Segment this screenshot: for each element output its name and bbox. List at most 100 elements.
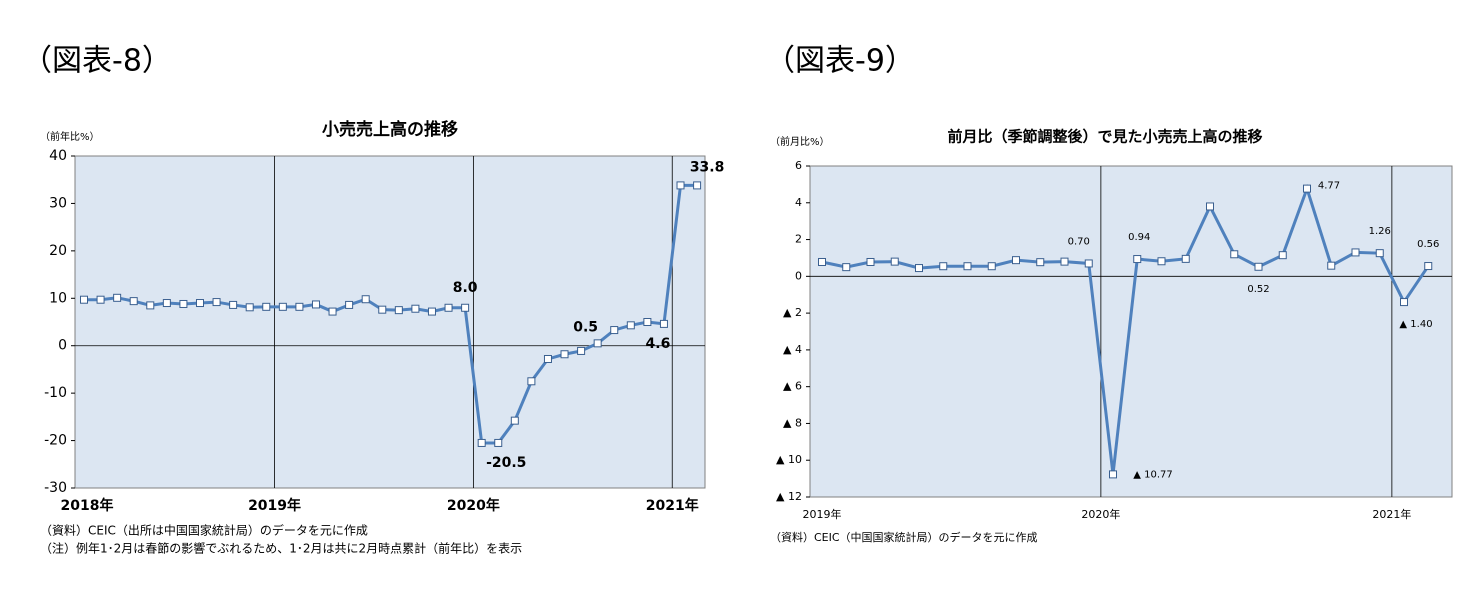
y-tick-label: 20 — [49, 243, 67, 259]
data-label: 33.8 — [690, 159, 725, 175]
point-marker — [179, 299, 188, 308]
x-tick-label: 2020年 — [447, 497, 500, 514]
point-marker — [1400, 298, 1408, 307]
point-marker — [1351, 248, 1360, 257]
point-marker — [866, 257, 875, 266]
x-tick-label: 2020年 — [1081, 507, 1120, 521]
point-marker — [311, 300, 320, 309]
point-marker — [245, 303, 254, 312]
point-marker — [1424, 262, 1433, 271]
note: （資料）CEIC（出所は中国国家統計局）のデータを元に作成 — [40, 523, 368, 538]
point-marker — [1278, 251, 1287, 260]
y-tick-label: ▲ 4 — [783, 343, 802, 356]
point-marker — [987, 262, 996, 271]
note: （資料）CEIC（中国国家統計局）のデータを元に作成 — [770, 530, 1038, 544]
point-marker — [1303, 184, 1311, 193]
point-marker — [461, 303, 470, 312]
point-marker — [577, 346, 586, 355]
point-marker — [444, 303, 453, 312]
y-tick-label: 0 — [795, 269, 802, 282]
data-label: 0.94 — [1128, 232, 1150, 243]
point-marker — [939, 262, 948, 271]
chart-title: 前月比（季節調整後）で見た小売売上高の推移 — [947, 128, 1262, 146]
point-marker — [543, 354, 552, 363]
plot-area — [74, 155, 706, 489]
point-marker — [80, 295, 88, 304]
y-tick-label: -30 — [44, 480, 67, 496]
figure-label: （図表-8） — [22, 44, 172, 79]
data-label: 0.56 — [1417, 239, 1439, 250]
point-marker — [1230, 250, 1239, 259]
point-marker — [195, 299, 204, 308]
y-tick-label: 10 — [49, 290, 67, 306]
y-axis-label: （前年比%） — [40, 130, 100, 143]
note: （注）例年1･2月は春節の影響でぶれるため、1･2月は共に2月時点累計（前年比）… — [40, 541, 522, 556]
y-tick-label: ▲ 12 — [776, 490, 802, 503]
point-marker — [527, 377, 536, 386]
point-marker — [1157, 257, 1166, 266]
point-marker — [394, 306, 403, 315]
y-tick-label: -20 — [44, 433, 67, 449]
point-marker — [494, 438, 503, 447]
point-marker — [510, 416, 519, 425]
y-tick-label: 2 — [795, 233, 802, 246]
point-marker — [113, 293, 122, 302]
point-marker — [1206, 202, 1214, 211]
point-marker — [96, 295, 105, 304]
point-marker — [890, 257, 899, 266]
point-marker — [1012, 256, 1020, 265]
y-tick-label: ▲ 2 — [783, 306, 802, 319]
y-tick-label: 40 — [49, 148, 67, 164]
point-marker — [411, 304, 420, 313]
point-marker — [1036, 258, 1045, 267]
point-marker — [129, 297, 138, 306]
point-marker — [229, 300, 238, 309]
point-marker — [818, 257, 826, 266]
point-marker — [162, 299, 171, 308]
point-marker — [643, 318, 652, 326]
point-marker — [328, 307, 337, 316]
x-tick-label: 2021年 — [646, 497, 699, 514]
data-label: 1.26 — [1369, 226, 1391, 237]
point-marker — [1084, 259, 1093, 268]
data-label: ▲ 1.40 — [1399, 319, 1432, 330]
y-tick-label: 4 — [795, 196, 802, 209]
point-marker — [842, 263, 851, 272]
point-marker — [1181, 254, 1190, 263]
point-marker — [146, 301, 155, 310]
point-marker — [610, 326, 619, 335]
point-marker — [1254, 262, 1263, 271]
y-axis-label: （前月比%） — [770, 135, 830, 148]
point-marker — [659, 319, 668, 328]
data-label: 8.0 — [453, 280, 478, 296]
point-marker — [378, 305, 387, 314]
chart-title: 小売売上高の推移 — [322, 119, 458, 140]
point-marker — [1060, 257, 1069, 266]
point-marker — [1327, 261, 1336, 270]
point-marker — [477, 438, 486, 447]
y-tick-label: 30 — [49, 195, 67, 211]
point-marker — [560, 350, 569, 359]
x-tick-label: 2021年 — [1372, 507, 1411, 521]
point-marker — [361, 295, 370, 304]
data-label: 0.70 — [1068, 236, 1090, 247]
point-marker — [1375, 249, 1384, 258]
y-tick-label: ▲ 8 — [783, 416, 802, 429]
x-tick-label: 2019年 — [248, 497, 301, 514]
point-marker — [626, 321, 635, 330]
point-marker — [676, 181, 685, 190]
point-marker — [593, 339, 602, 348]
data-label: 0.52 — [1247, 284, 1269, 295]
y-tick-label: -10 — [44, 385, 67, 401]
data-label: ▲ 10.77 — [1133, 469, 1173, 480]
data-label: 0.5 — [573, 319, 598, 335]
point-marker — [345, 300, 354, 309]
point-marker — [262, 302, 271, 311]
data-label: -20.5 — [486, 455, 526, 471]
plot-area — [809, 165, 1453, 498]
point-marker — [963, 262, 972, 271]
data-label: 4.6 — [646, 336, 671, 352]
figure-label: （図表-9） — [765, 44, 915, 79]
point-marker — [1133, 255, 1142, 264]
